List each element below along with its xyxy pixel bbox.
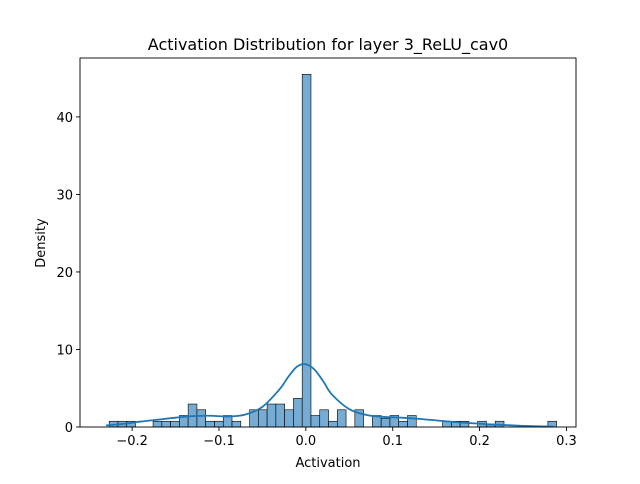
x-tick-label: 0.3 [556, 434, 577, 449]
x-tick-label: 0.2 [469, 434, 490, 449]
histogram-bar [231, 420, 242, 428]
histogram-bar [301, 73, 312, 428]
y-tick-label: 20 [56, 266, 73, 281]
histogram-bar [152, 420, 163, 428]
histogram-bar [310, 415, 321, 428]
histogram-bar [319, 409, 329, 428]
x-axis-label: Activation [295, 456, 360, 471]
x-tick-label: 0.0 [296, 434, 317, 449]
histogram-bar [205, 420, 215, 428]
x-tick-label: −0.1 [203, 434, 235, 449]
kde-curve [105, 363, 554, 428]
y-tick-label: 10 [56, 343, 73, 358]
histogram-bar [328, 420, 338, 428]
histogram-bars [108, 73, 557, 428]
histogram-bar [258, 409, 268, 428]
histogram-bar [266, 403, 277, 428]
histogram-bar [170, 420, 180, 428]
histogram-bar [380, 418, 391, 428]
x-axis-ticks: −0.2 −0.1 0.0 0.1 0.2 0.3 [116, 427, 577, 449]
y-tick-label: 0 [65, 421, 73, 436]
plot-frame [79, 57, 577, 428]
chart-title: Activation Distribution for layer 3_ReLU… [148, 35, 508, 55]
histogram-bar [293, 398, 303, 428]
histogram-bar [398, 420, 408, 428]
x-tick-label: −0.2 [116, 434, 148, 449]
y-axis-ticks: 0 10 20 30 40 [56, 111, 80, 436]
histogram-bar [275, 403, 285, 428]
histogram-bar [336, 409, 347, 428]
y-axis-label: Density [34, 218, 49, 268]
histogram-bar [161, 420, 171, 428]
histogram-bar [214, 420, 224, 428]
x-tick-label: 0.1 [382, 434, 403, 449]
y-tick-label: 30 [56, 188, 73, 203]
y-tick-label: 40 [56, 111, 73, 126]
histogram-bar [284, 409, 294, 428]
histogram-bar [196, 409, 206, 428]
